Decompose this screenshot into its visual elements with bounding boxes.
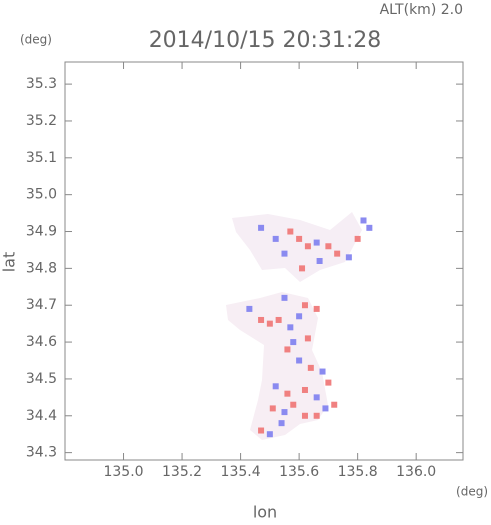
altitude-label: ALT(km) 2.0 bbox=[380, 2, 463, 18]
point bbox=[287, 228, 294, 235]
point bbox=[301, 302, 308, 309]
x-unit: (deg) bbox=[456, 485, 488, 499]
point bbox=[272, 383, 279, 390]
y-tick-label: 34.4 bbox=[26, 408, 57, 424]
point bbox=[281, 250, 288, 257]
south-echo bbox=[226, 292, 328, 440]
point bbox=[258, 224, 265, 231]
point bbox=[325, 379, 332, 386]
point bbox=[287, 324, 294, 331]
x-tick-label: 135.4 bbox=[221, 464, 261, 480]
y-tick-label: 35.3 bbox=[26, 76, 57, 92]
point bbox=[325, 243, 332, 250]
point bbox=[290, 401, 297, 408]
point bbox=[284, 346, 291, 353]
point bbox=[301, 386, 308, 393]
point bbox=[299, 265, 306, 272]
point bbox=[296, 313, 303, 320]
x-tick-label: 135.0 bbox=[103, 464, 143, 480]
plot-frame bbox=[64, 61, 464, 461]
point bbox=[296, 235, 303, 242]
chart-title: 2014/10/15 20:31:28 bbox=[149, 28, 382, 53]
y-tick-label: 34.7 bbox=[26, 297, 57, 313]
point bbox=[313, 394, 320, 401]
y-tick-label: 35.1 bbox=[26, 150, 57, 166]
y-tick-label: 34.8 bbox=[26, 260, 57, 276]
point bbox=[275, 316, 282, 323]
north-echo bbox=[232, 212, 362, 282]
point bbox=[278, 420, 285, 427]
point bbox=[307, 364, 314, 371]
y-tick-label: 34.5 bbox=[26, 371, 57, 387]
point bbox=[284, 390, 291, 397]
point bbox=[313, 305, 320, 312]
point bbox=[281, 409, 288, 416]
echo-area bbox=[226, 212, 362, 440]
y-unit: (deg) bbox=[20, 33, 52, 47]
point bbox=[246, 305, 253, 312]
y-tick-label: 34.3 bbox=[26, 445, 57, 461]
x-tick-label: 135.8 bbox=[338, 464, 378, 480]
y-tick-label: 35.2 bbox=[26, 113, 57, 129]
point bbox=[281, 294, 288, 301]
point bbox=[301, 412, 308, 419]
x-tick-label: 136.0 bbox=[396, 464, 436, 480]
point bbox=[304, 243, 311, 250]
x-tick-label: 135.2 bbox=[162, 464, 202, 480]
point bbox=[266, 431, 273, 438]
point bbox=[366, 224, 373, 231]
point bbox=[319, 368, 326, 375]
y-axis-label: lat bbox=[0, 252, 19, 273]
point bbox=[316, 258, 323, 264]
point bbox=[272, 235, 279, 242]
y-tick-label: 34.9 bbox=[26, 224, 57, 240]
point bbox=[313, 239, 320, 246]
point bbox=[269, 405, 276, 412]
point bbox=[296, 357, 303, 364]
point bbox=[334, 250, 341, 257]
point bbox=[258, 316, 265, 323]
point bbox=[322, 405, 329, 412]
x-tick-label: 135.6 bbox=[279, 464, 319, 480]
point bbox=[313, 412, 320, 419]
x-axis-label: lon bbox=[253, 503, 277, 522]
point bbox=[354, 235, 361, 242]
point bbox=[290, 339, 297, 346]
y-tick-label: 34.6 bbox=[26, 334, 57, 350]
point bbox=[258, 427, 265, 434]
y-tick-label: 35.0 bbox=[26, 187, 57, 203]
point bbox=[331, 401, 338, 408]
point bbox=[266, 320, 273, 327]
point bbox=[345, 254, 352, 261]
point bbox=[304, 335, 311, 342]
point bbox=[360, 217, 367, 224]
